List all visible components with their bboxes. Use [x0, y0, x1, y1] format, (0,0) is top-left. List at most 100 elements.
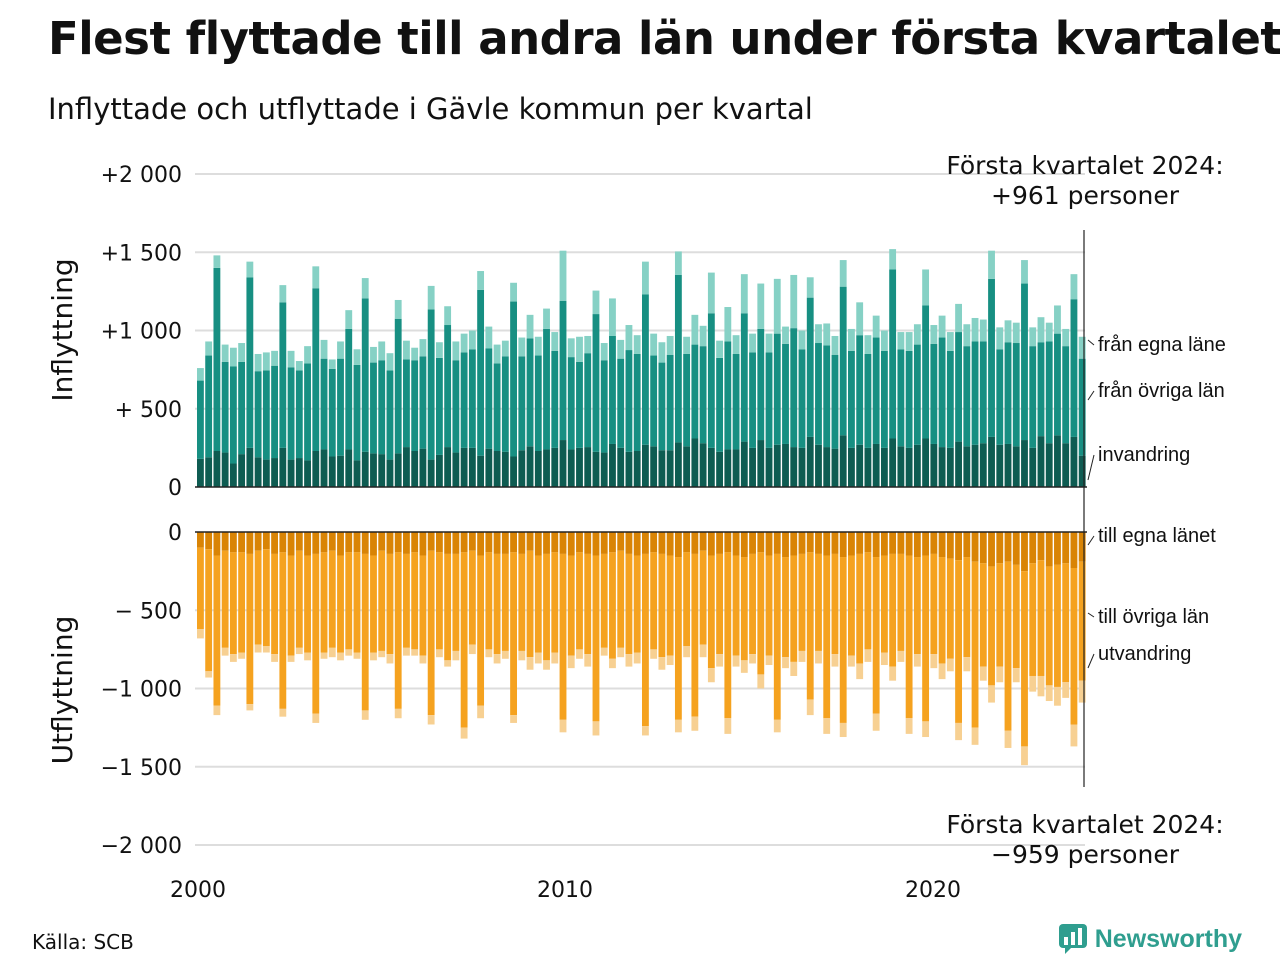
- bar-segment: [246, 277, 254, 448]
- bar-segment: [815, 343, 822, 445]
- bar-segment: [1037, 560, 1045, 676]
- bar-segment: [320, 532, 328, 553]
- bar-segment: [872, 557, 880, 714]
- bar-segment: [1021, 532, 1028, 572]
- bar-segment: [551, 350, 559, 448]
- bar-segment: [320, 652, 328, 659]
- bar-segment: [724, 341, 732, 450]
- bar-segment: [378, 454, 386, 487]
- bar-segment: [584, 447, 592, 487]
- bar-segment: [856, 532, 864, 554]
- bar-segment: [666, 532, 674, 556]
- bar-segment: [279, 552, 287, 709]
- bar-segment: [946, 447, 954, 488]
- annotation-line: −959 personer: [991, 840, 1180, 869]
- bar-segment: [477, 705, 485, 719]
- x-tick-label: 2010: [537, 878, 593, 903]
- bar-segment: [938, 337, 946, 448]
- bar-segment: [287, 532, 295, 556]
- bar-segment: [312, 288, 320, 452]
- bar-segment: [221, 647, 229, 656]
- bar-segment: [732, 335, 740, 354]
- bar-segment: [345, 328, 353, 450]
- bar-segment: [848, 328, 855, 351]
- bar-segment: [625, 325, 633, 351]
- bar-segment: [699, 325, 707, 347]
- bar-segment: [246, 704, 254, 711]
- bar-segment: [963, 557, 971, 658]
- bar-segment: [765, 447, 773, 488]
- bar-segment: [477, 289, 485, 456]
- bar-segment: [394, 532, 402, 553]
- bar-segment: [518, 532, 526, 554]
- bar-segment: [674, 274, 682, 443]
- bar-segment: [963, 657, 971, 672]
- bar-segment: [1070, 568, 1078, 725]
- bar-segment: [493, 451, 501, 487]
- bar-segment: [790, 555, 798, 662]
- bar-segment: [988, 436, 995, 487]
- bar-segment: [831, 532, 839, 554]
- bar-segment: [1012, 446, 1020, 487]
- bar-segment: [880, 532, 888, 556]
- y-tick-label: −1 000: [101, 678, 182, 703]
- bar-segment: [543, 660, 550, 670]
- bar-segment: [485, 348, 493, 449]
- bar-segment: [468, 550, 476, 645]
- bar-segment: [864, 532, 872, 553]
- bar-segment: [938, 447, 946, 487]
- bar-segment: [922, 438, 930, 488]
- bar-segment: [592, 451, 600, 487]
- bar-segment: [757, 283, 765, 329]
- series-label: till egna länet: [1098, 525, 1216, 547]
- bar-segment: [740, 557, 748, 661]
- bar-segment: [460, 447, 468, 488]
- bar-segment: [1029, 675, 1037, 692]
- bar-segment: [963, 532, 971, 558]
- bar-segment: [386, 553, 394, 655]
- bar-segment: [1004, 342, 1012, 444]
- bar-segment: [889, 249, 897, 270]
- bar-segment: [707, 532, 715, 556]
- bar-segment: [411, 347, 419, 361]
- bar-segment: [839, 260, 847, 287]
- bar-segment: [806, 552, 814, 700]
- bar-segment: [345, 552, 353, 650]
- bar-segment: [922, 532, 930, 556]
- bar-segment: [831, 354, 839, 449]
- bar-segment: [1021, 440, 1028, 487]
- bar-segment: [501, 532, 509, 554]
- bar-segment: [790, 532, 798, 556]
- bar-segment: [468, 644, 476, 655]
- bar-segment: [905, 718, 913, 734]
- bar-segment: [790, 328, 798, 448]
- bar-segment: [213, 705, 221, 716]
- bar-segment: [806, 532, 814, 553]
- bar-segment: [353, 652, 361, 659]
- bar-segment: [419, 532, 427, 556]
- bar-segment: [658, 532, 666, 554]
- bar-segment: [782, 657, 789, 669]
- bar-segment: [650, 649, 658, 659]
- bar-segment: [1045, 322, 1053, 342]
- bar-segment: [567, 357, 575, 450]
- bar-segment: [427, 459, 435, 487]
- bar-segment: [633, 353, 641, 452]
- bar-segment: [773, 553, 781, 720]
- bar-segment: [592, 721, 600, 736]
- bar-segment: [452, 532, 460, 554]
- bar-segment: [600, 553, 608, 648]
- bar-segment: [320, 339, 328, 359]
- bar-segment: [427, 309, 435, 460]
- bar-segment: [403, 340, 410, 360]
- series-label-leader: [1087, 390, 1095, 401]
- bar-segment: [1012, 564, 1020, 669]
- bar-segment: [1054, 435, 1061, 488]
- bar-segment: [674, 532, 682, 558]
- bar-segment: [633, 652, 641, 664]
- bar-segment: [213, 267, 221, 451]
- bar-segment: [988, 250, 995, 279]
- bar-segment: [534, 336, 542, 356]
- bar-segment: [468, 447, 476, 488]
- bar-segment: [419, 356, 427, 449]
